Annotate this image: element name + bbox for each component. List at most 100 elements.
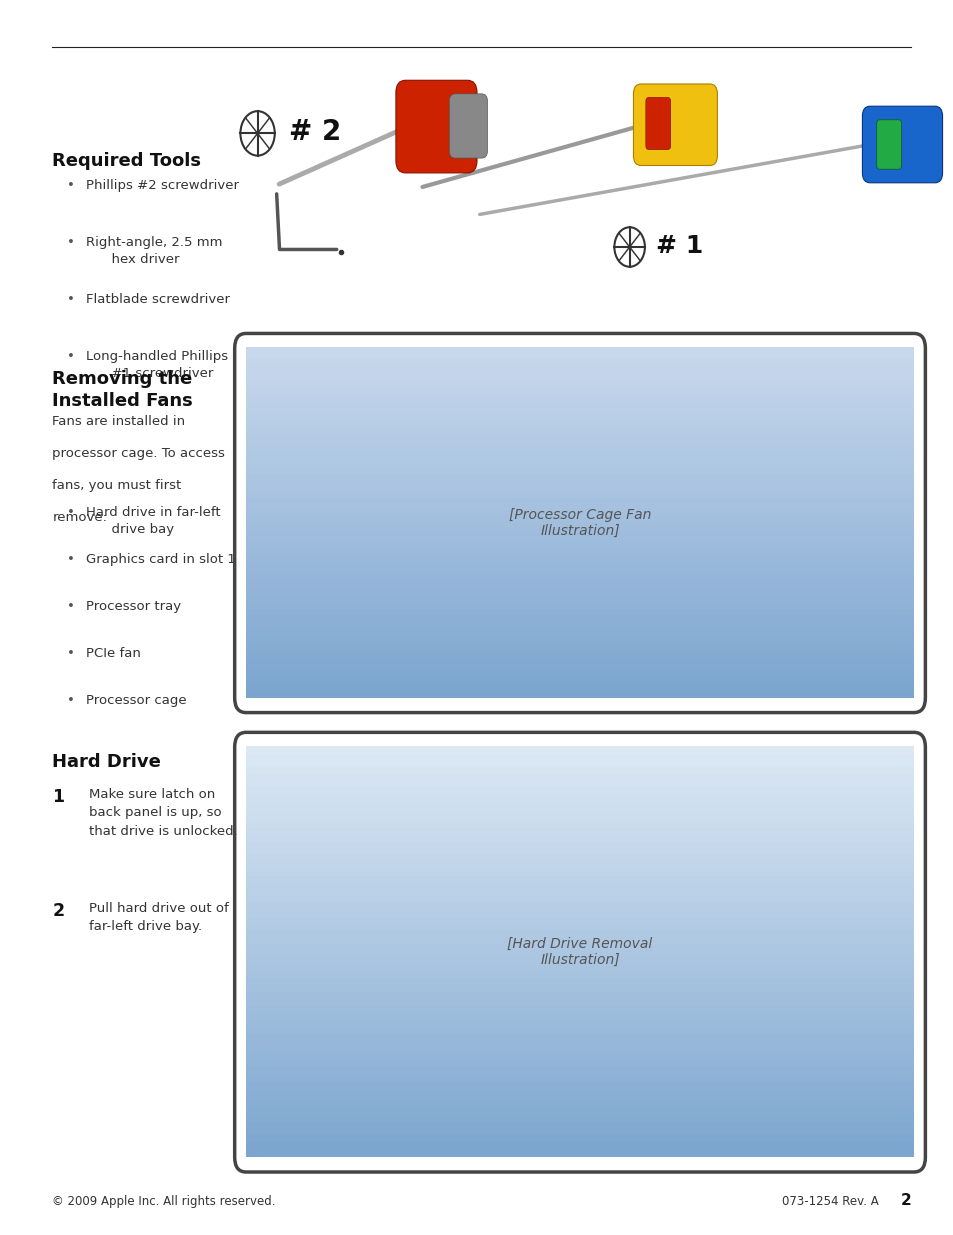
FancyBboxPatch shape: [246, 781, 913, 788]
FancyBboxPatch shape: [246, 986, 913, 993]
FancyBboxPatch shape: [246, 992, 913, 1000]
Text: Fans are installed in: Fans are installed in: [52, 415, 186, 429]
FancyBboxPatch shape: [645, 98, 670, 149]
Text: Hard drive in far-left
      drive bay: Hard drive in far-left drive bay: [86, 506, 220, 536]
FancyBboxPatch shape: [246, 862, 913, 871]
FancyBboxPatch shape: [246, 965, 913, 973]
Text: Long-handled Phillips
      #1 screwdriver: Long-handled Phillips #1 screwdriver: [86, 350, 228, 379]
FancyBboxPatch shape: [246, 690, 913, 698]
Text: # 2: # 2: [289, 119, 341, 146]
Text: Make sure latch on
back panel is up, so
that drive is unlocked.: Make sure latch on back panel is up, so …: [89, 788, 237, 837]
FancyBboxPatch shape: [246, 856, 913, 863]
FancyBboxPatch shape: [246, 1053, 913, 1062]
FancyBboxPatch shape: [246, 388, 913, 395]
FancyBboxPatch shape: [246, 841, 913, 850]
Text: Pull hard drive out of
far-left drive bay.: Pull hard drive out of far-left drive ba…: [89, 902, 228, 934]
FancyBboxPatch shape: [246, 937, 913, 945]
Text: 073-1254 Rev. A: 073-1254 Rev. A: [781, 1194, 878, 1208]
FancyBboxPatch shape: [246, 1129, 913, 1136]
FancyBboxPatch shape: [246, 527, 913, 535]
FancyBboxPatch shape: [246, 787, 913, 795]
Text: Processor cage: Processor cage: [86, 694, 186, 708]
Text: 2: 2: [900, 1193, 910, 1208]
FancyBboxPatch shape: [246, 358, 913, 366]
FancyBboxPatch shape: [246, 1149, 913, 1157]
FancyBboxPatch shape: [246, 1040, 913, 1047]
FancyBboxPatch shape: [246, 827, 913, 836]
FancyBboxPatch shape: [246, 1013, 913, 1020]
Text: Phillips #2 screwdriver: Phillips #2 screwdriver: [86, 179, 238, 193]
Text: fans, you must first: fans, you must first: [52, 479, 181, 493]
FancyBboxPatch shape: [246, 551, 913, 558]
FancyBboxPatch shape: [246, 685, 913, 692]
FancyBboxPatch shape: [246, 869, 913, 877]
Text: •: •: [67, 179, 74, 193]
FancyBboxPatch shape: [246, 499, 913, 505]
Text: •: •: [67, 694, 74, 708]
FancyBboxPatch shape: [246, 458, 913, 464]
FancyBboxPatch shape: [246, 972, 913, 979]
Text: •: •: [67, 236, 74, 249]
FancyBboxPatch shape: [246, 563, 913, 569]
Text: Flatblade screwdriver: Flatblade screwdriver: [86, 293, 230, 306]
FancyBboxPatch shape: [246, 808, 913, 815]
FancyBboxPatch shape: [246, 534, 913, 541]
FancyBboxPatch shape: [246, 903, 913, 911]
Text: © 2009 Apple Inc. All rights reserved.: © 2009 Apple Inc. All rights reserved.: [52, 1194, 275, 1208]
FancyBboxPatch shape: [246, 645, 913, 651]
FancyBboxPatch shape: [246, 469, 913, 477]
FancyBboxPatch shape: [246, 516, 913, 524]
Text: [Hard Drive Removal
Illustration]: [Hard Drive Removal Illustration]: [507, 937, 652, 967]
FancyBboxPatch shape: [862, 106, 942, 183]
FancyBboxPatch shape: [246, 1046, 913, 1055]
FancyBboxPatch shape: [246, 382, 913, 389]
FancyBboxPatch shape: [246, 364, 913, 372]
FancyBboxPatch shape: [633, 84, 717, 165]
Text: 2: 2: [52, 902, 65, 920]
FancyBboxPatch shape: [246, 848, 913, 857]
Text: remove:: remove:: [52, 511, 108, 525]
FancyBboxPatch shape: [246, 540, 913, 546]
FancyBboxPatch shape: [246, 353, 913, 359]
FancyBboxPatch shape: [246, 767, 913, 774]
FancyBboxPatch shape: [246, 1074, 913, 1082]
Text: Right-angle, 2.5 mm
      hex driver: Right-angle, 2.5 mm hex driver: [86, 236, 222, 266]
FancyBboxPatch shape: [246, 930, 913, 939]
FancyBboxPatch shape: [246, 958, 913, 966]
Text: Removing the
Installed Fans: Removing the Installed Fans: [52, 370, 193, 410]
FancyBboxPatch shape: [246, 753, 913, 761]
FancyBboxPatch shape: [246, 568, 913, 576]
FancyBboxPatch shape: [246, 347, 913, 354]
FancyBboxPatch shape: [246, 440, 913, 447]
FancyBboxPatch shape: [246, 760, 913, 768]
FancyBboxPatch shape: [246, 773, 913, 782]
FancyBboxPatch shape: [246, 487, 913, 494]
FancyBboxPatch shape: [246, 446, 913, 453]
Text: Required Tools: Required Tools: [52, 152, 201, 170]
FancyBboxPatch shape: [246, 1088, 913, 1095]
FancyBboxPatch shape: [246, 417, 913, 424]
FancyBboxPatch shape: [246, 429, 913, 436]
FancyBboxPatch shape: [246, 1135, 913, 1144]
Text: •: •: [67, 350, 74, 363]
FancyBboxPatch shape: [246, 452, 913, 459]
Text: 1: 1: [52, 788, 65, 806]
FancyBboxPatch shape: [246, 493, 913, 500]
FancyBboxPatch shape: [246, 821, 913, 829]
FancyBboxPatch shape: [246, 656, 913, 663]
FancyBboxPatch shape: [246, 650, 913, 657]
FancyBboxPatch shape: [246, 897, 913, 904]
FancyBboxPatch shape: [246, 835, 913, 842]
FancyBboxPatch shape: [246, 510, 913, 517]
FancyBboxPatch shape: [246, 1094, 913, 1103]
FancyBboxPatch shape: [246, 673, 913, 680]
FancyBboxPatch shape: [246, 1081, 913, 1089]
FancyBboxPatch shape: [246, 800, 913, 809]
FancyBboxPatch shape: [246, 746, 913, 755]
FancyBboxPatch shape: [246, 609, 913, 616]
FancyBboxPatch shape: [246, 580, 913, 587]
Text: •: •: [67, 647, 74, 661]
Text: •: •: [67, 293, 74, 306]
FancyBboxPatch shape: [246, 1019, 913, 1028]
FancyBboxPatch shape: [246, 1142, 913, 1150]
